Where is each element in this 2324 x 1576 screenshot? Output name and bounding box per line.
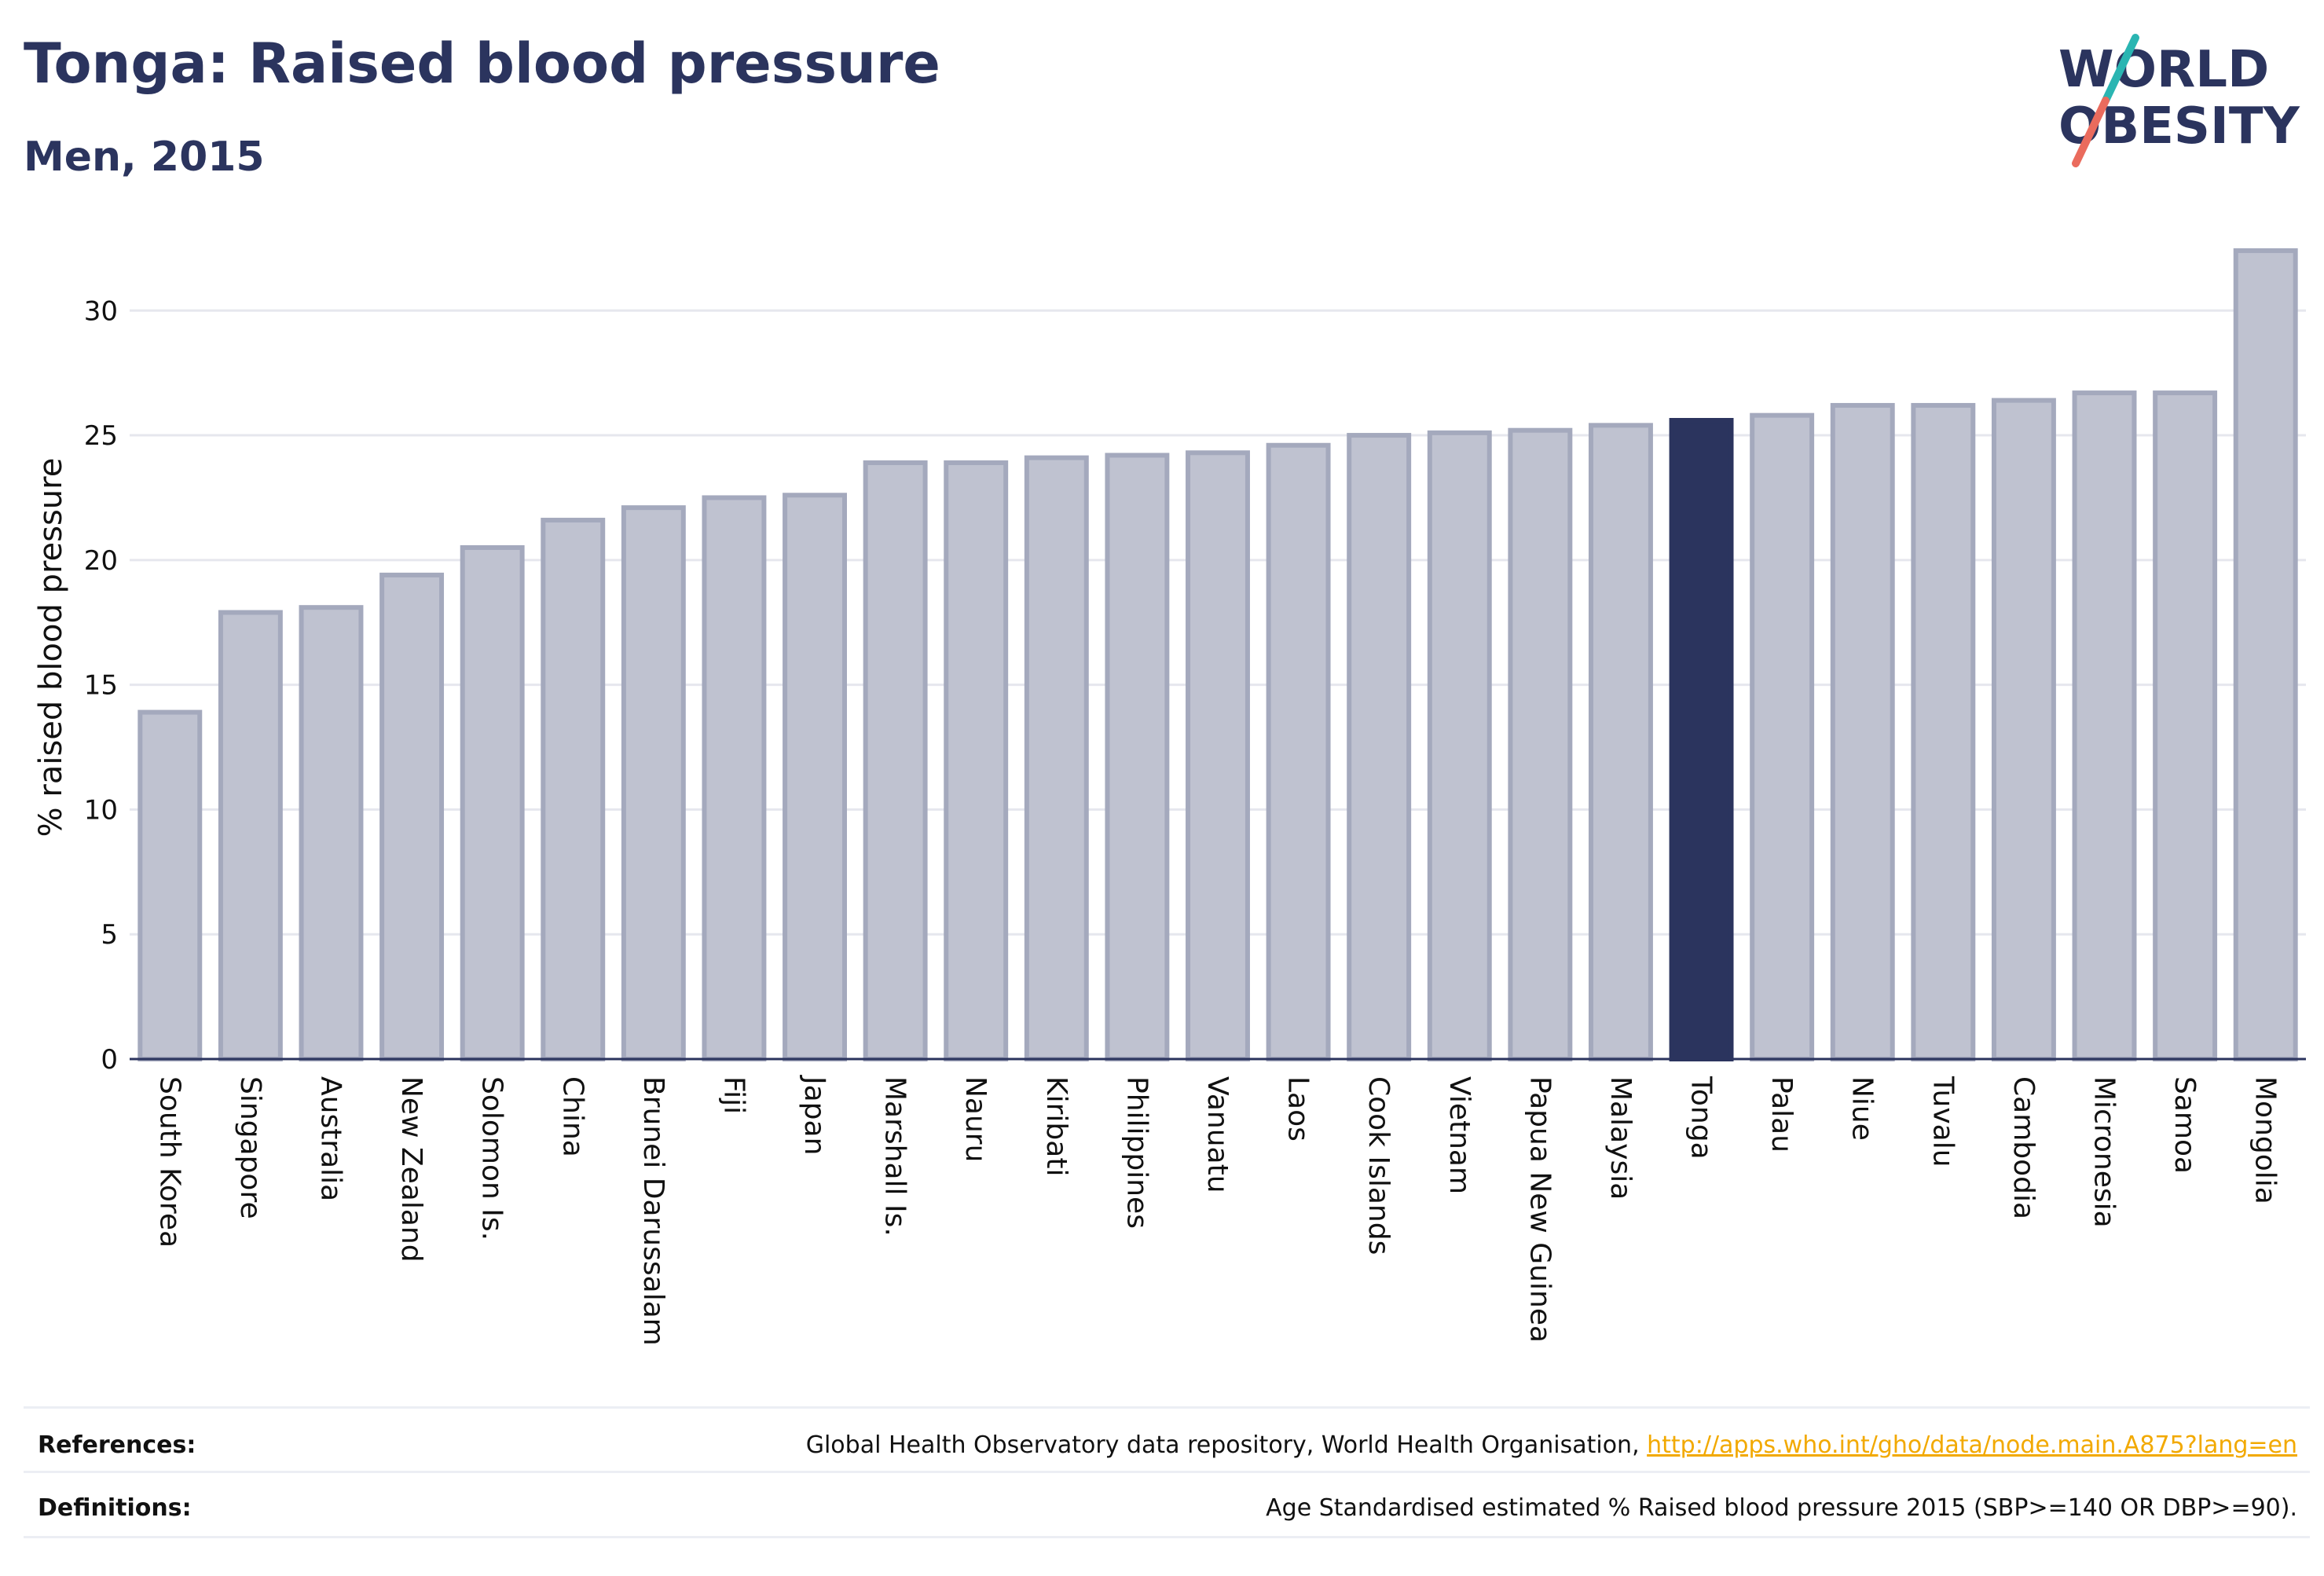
y-tick-label-20: 20 [84, 545, 118, 577]
x-tick-label-cook-islands: Cook Islands [1362, 1076, 1395, 1255]
x-tick-label-samoa: Samoa [2168, 1076, 2201, 1174]
bar-micronesia [2072, 390, 2137, 1061]
bar-palau [1750, 412, 1815, 1061]
bar-marshall-is- [863, 460, 928, 1061]
x-tick-label-fiji: Fiji [717, 1076, 750, 1114]
y-tick-label-0: 0 [101, 1044, 118, 1076]
logo-accent-coral [2072, 97, 2110, 167]
x-tick-label-brunei-darussalam: Brunei Darussalam [637, 1076, 669, 1346]
references-text: Global Health Observatory data repositor… [806, 1431, 2297, 1459]
x-tick-label-singapore: Singapore [234, 1076, 266, 1219]
bar-singapore [218, 610, 283, 1061]
bar-vanuatu [1186, 450, 1250, 1061]
y-tick-label-30: 30 [84, 295, 118, 327]
x-tick-label-new-zealand: New Zealand [395, 1076, 427, 1263]
references-link[interactable]: http://apps.who.int/gho/data/node.main.A… [1647, 1431, 2297, 1459]
x-tick-label-vanuatu: Vanuatu [1201, 1076, 1233, 1193]
x-tick-label-tuvalu: Tuvalu [1926, 1076, 1959, 1167]
footer-divider-middle [24, 1471, 2310, 1473]
x-tick-label-nauru: Nauru [959, 1076, 992, 1162]
x-tick-label-philippines: Philippines [1120, 1076, 1153, 1229]
references-source: Global Health Observatory data repositor… [805, 1431, 1648, 1459]
bar-laos [1266, 442, 1331, 1061]
bar-samoa [2153, 390, 2218, 1061]
x-tick-label-tonga: Tonga [1685, 1076, 1717, 1160]
bar-japan [783, 493, 847, 1061]
bar-australia [299, 605, 364, 1061]
bar-papua-new-guinea [1508, 427, 1573, 1061]
x-tick-label-micronesia: Micronesia [2088, 1076, 2121, 1228]
definitions-label: Definitions: [38, 1494, 192, 1522]
bar-nauru [944, 460, 1009, 1061]
x-tick-label-china: China [556, 1076, 588, 1157]
bar-fiji [702, 495, 767, 1061]
bar-brunei-darussalam [621, 505, 686, 1061]
definitions-text: Age Standardised estimated % Raised bloo… [1266, 1494, 2297, 1522]
y-axis-title: % raised blood pressure [33, 458, 69, 837]
footer-divider-bottom [24, 1536, 2310, 1538]
y-tick-label-25: 25 [84, 420, 118, 452]
x-tick-label-niue: Niue [1846, 1076, 1879, 1141]
y-tick-label-15: 15 [84, 670, 118, 702]
y-tick-label-10: 10 [84, 794, 118, 826]
logo-accent-teal [2102, 34, 2139, 104]
x-tick-label-kiribati: Kiribati [1040, 1076, 1072, 1176]
x-tick-label-vietnam: Vietnam [1443, 1076, 1475, 1194]
bar-tuvalu [1911, 402, 1976, 1061]
y-tick-label-5: 5 [101, 919, 118, 951]
bar-new-zealand [379, 572, 445, 1061]
x-tick-label-south-korea: South Korea [153, 1076, 185, 1248]
bar-cambodia [1991, 398, 2056, 1062]
bar-south-korea [137, 709, 203, 1061]
logo-line-1: WORLD [2058, 41, 2269, 99]
x-tick-label-japan: Japan [798, 1075, 830, 1155]
bar-malaysia [1589, 423, 1653, 1061]
references-label: References: [38, 1431, 196, 1459]
x-tick-label-palau: Palau [1765, 1076, 1798, 1153]
x-tick-label-laos: Laos [1282, 1076, 1314, 1142]
x-tick-label-marshall-is-: Marshall Is. [879, 1076, 911, 1237]
chart-title: Tonga: Raised blood pressure [24, 31, 940, 96]
x-tick-label-mongolia: Mongolia [2249, 1076, 2282, 1204]
x-tick-label-cambodia: Cambodia [2007, 1076, 2040, 1219]
bar-mongolia [2233, 248, 2298, 1061]
bar-vietnam [1427, 430, 1492, 1061]
x-tick-label-papua-new-guinea: Papua New Guinea [1523, 1076, 1556, 1343]
world-obesity-logo: WORLD OBESITY [2058, 34, 2300, 167]
bar-china [541, 518, 606, 1061]
bar-niue [1830, 402, 1895, 1061]
x-tick-label-australia: Australia [314, 1076, 346, 1201]
bar-chart: 0 5 10 15 20 25 30 % raised blood pressure South… [33, 248, 2306, 1346]
x-tick-label-malaysia: Malaysia [1604, 1076, 1637, 1200]
bar-philippines [1105, 453, 1170, 1061]
x-tick-label-solomon-is-: Solomon Is. [476, 1076, 508, 1241]
bar-kiribati [1024, 455, 1089, 1061]
bar-solomon-is- [460, 544, 525, 1061]
footer-divider-top [24, 1406, 2310, 1409]
bar-cook-islands [1347, 433, 1412, 1061]
bar-tonga [1669, 418, 1734, 1061]
chart-subtitle: Men, 2015 [24, 134, 265, 181]
